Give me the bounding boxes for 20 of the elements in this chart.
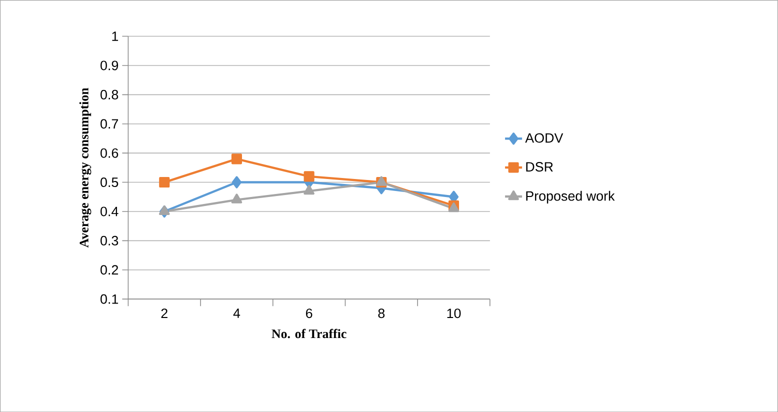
y-tick-label: 0.1 (100, 294, 118, 304)
y-tick-label: 1 (112, 32, 118, 41)
x-tick-label: 2 (161, 308, 168, 318)
x-tick-label: 6 (306, 308, 312, 318)
y-tick-label: 0.2 (100, 264, 118, 274)
y-tick-label: 0.7 (100, 118, 118, 128)
x-tick-label: 10 (447, 308, 461, 318)
y-tick-label: 0.3 (100, 236, 118, 246)
legend-label: DSR (526, 162, 553, 172)
y-tick-label: 0.8 (100, 90, 118, 100)
y-tick-label: 0.4 (100, 206, 118, 216)
y-tick-label: 0.5 (100, 177, 118, 187)
y-tick-label: 0.6 (100, 148, 118, 158)
y-axis-title: Average energy consumption (79, 88, 92, 248)
legend-label: AODV (525, 133, 564, 143)
x-tick-label: 8 (378, 308, 385, 318)
x-axis-title: No. of Traffic (272, 328, 346, 338)
legend-label: Proposed work (526, 190, 615, 204)
x-tick-label: 4 (233, 308, 240, 318)
y-tick-label: 0.9 (100, 60, 118, 70)
